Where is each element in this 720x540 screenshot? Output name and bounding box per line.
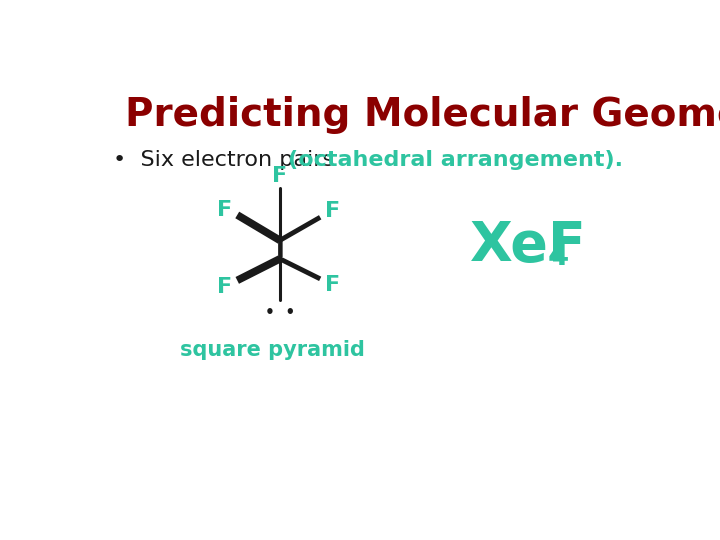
Text: F: F bbox=[325, 275, 340, 295]
Text: F: F bbox=[217, 276, 232, 296]
Text: F: F bbox=[272, 166, 287, 186]
Text: •  •: • • bbox=[265, 305, 295, 320]
Text: •  Six electron pairs: • Six electron pairs bbox=[113, 150, 341, 170]
Text: I: I bbox=[276, 238, 284, 261]
Text: F: F bbox=[325, 201, 340, 221]
Text: F: F bbox=[217, 200, 232, 220]
Text: (octahedral arrangement).: (octahedral arrangement). bbox=[287, 150, 623, 170]
Text: Predicting Molecular Geometry: Predicting Molecular Geometry bbox=[125, 96, 720, 133]
Text: square pyramid: square pyramid bbox=[180, 340, 364, 360]
Text: 4: 4 bbox=[547, 242, 569, 271]
Text: XeF: XeF bbox=[469, 219, 587, 273]
